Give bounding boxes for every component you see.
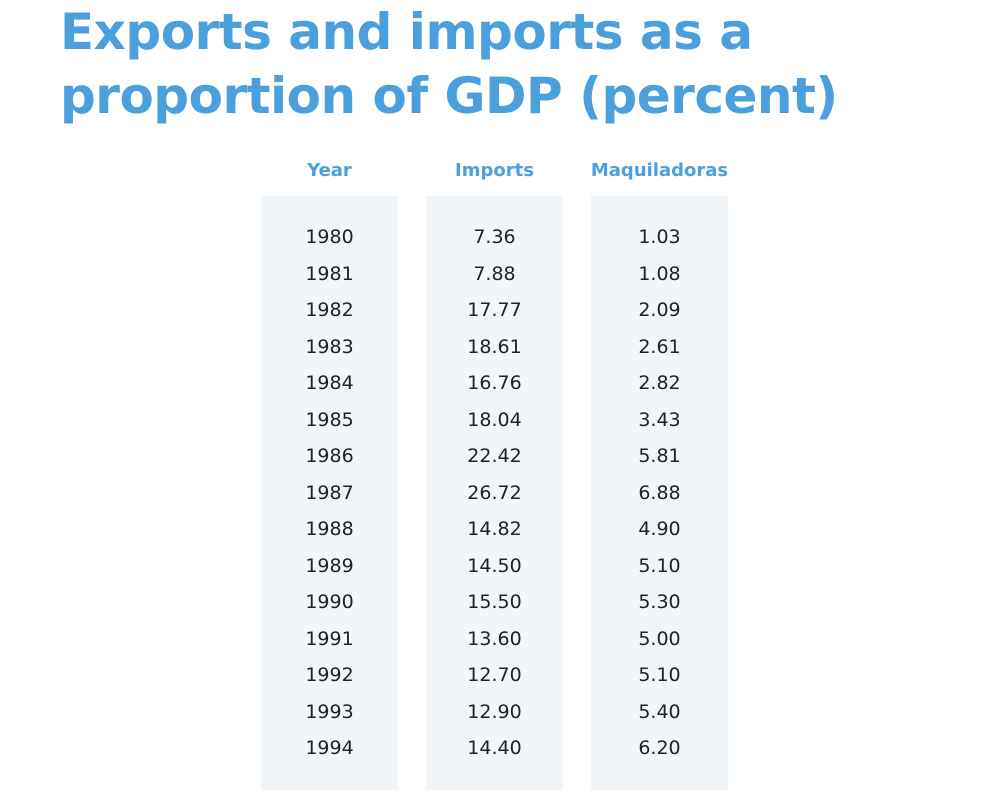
table-cell-maquiladoras: 2.61 <box>638 335 681 358</box>
column-header-year: Year <box>307 160 352 181</box>
table-cell-maquiladoras: 4.90 <box>638 518 681 540</box>
table-cell-imports: 14.40 <box>467 737 522 759</box>
column-background <box>591 196 728 790</box>
table-cell-maquiladoras: 5.81 <box>638 445 681 467</box>
table-cell-imports: 16.76 <box>467 372 522 394</box>
table-cell-maquiladoras: 6.20 <box>638 737 681 759</box>
table-cell-year: 1993 <box>305 700 354 723</box>
table-cell-maquiladoras: 1.08 <box>638 262 681 285</box>
column-background <box>261 196 398 790</box>
chart-title: Exports and imports as a proportion of G… <box>60 3 838 125</box>
table-cell-imports: 18.04 <box>467 408 522 431</box>
table-cell-maquiladoras: 2.82 <box>638 372 681 394</box>
table-cell-imports: 14.50 <box>467 554 522 577</box>
table-cell-imports: 17.77 <box>467 299 522 321</box>
table-cell-year: 1984 <box>305 372 354 394</box>
table-cell-imports: 12.70 <box>467 664 522 686</box>
table-cell-maquiladoras: 2.09 <box>638 299 681 321</box>
column-header-imports: Imports <box>455 160 534 181</box>
table-cell-imports: 13.60 <box>467 627 522 650</box>
table-cell-year: 1990 <box>305 591 354 613</box>
table-cell-imports: 18.61 <box>467 335 522 358</box>
table-cell-maquiladoras: 5.40 <box>638 700 681 723</box>
table-cell-imports: 22.42 <box>467 445 522 467</box>
table-cell-imports: 14.82 <box>467 518 522 540</box>
table-cell-imports: 26.72 <box>467 481 522 504</box>
table-cell-imports: 7.88 <box>473 262 516 285</box>
table-cell-year: 1983 <box>305 335 354 358</box>
table-cell-year: 1992 <box>305 664 354 686</box>
table-cell-year: 1989 <box>305 554 354 577</box>
table-cell-year: 1981 <box>305 262 354 285</box>
table-cell-maquiladoras: 5.30 <box>638 591 681 613</box>
table-cell-year: 1986 <box>305 445 354 467</box>
table-cell-imports: 12.90 <box>467 700 522 723</box>
table-cell-year: 1987 <box>305 481 354 504</box>
table-cell-maquiladoras: 5.10 <box>638 664 681 686</box>
table-cell-maquiladoras: 1.03 <box>638 226 681 248</box>
table-cell-year: 1988 <box>305 518 354 540</box>
table-cell-year: 1991 <box>305 627 354 650</box>
table-cell-year: 1980 <box>305 226 354 248</box>
table-cell-maquiladoras: 3.43 <box>638 408 681 431</box>
table-cell-year: 1985 <box>305 408 354 431</box>
column-background <box>426 196 563 790</box>
table-cell-maquiladoras: 6.88 <box>638 481 681 504</box>
table-cell-maquiladoras: 5.00 <box>638 627 681 650</box>
table-cell-year: 1994 <box>305 737 354 759</box>
table-cell-year: 1982 <box>305 299 354 321</box>
table-cell-imports: 7.36 <box>473 226 516 248</box>
table-cell-maquiladoras: 5.10 <box>638 554 681 577</box>
table-cell-imports: 15.50 <box>467 591 522 613</box>
column-header-maquiladoras: Maquiladoras <box>590 160 729 181</box>
